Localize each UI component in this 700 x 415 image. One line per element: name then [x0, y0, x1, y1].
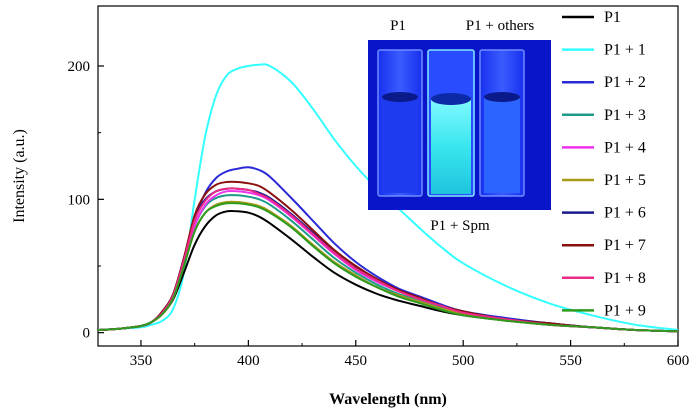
cuvette-middle-glow: [431, 100, 471, 194]
series-line-1: [97, 63, 679, 331]
y-tick-label: 200: [68, 59, 91, 75]
inset-label-bottom: P1 + Spm: [430, 218, 490, 234]
cuvette-right-liquid: [484, 98, 520, 193]
legend-label-0: P1: [604, 9, 621, 26]
legend-label-7: P1 + 7: [604, 237, 646, 254]
plot-frame: [97, 5, 679, 347]
legend-label-6: P1 + 6: [604, 205, 646, 222]
series-line-8: [97, 187, 679, 333]
legend-label-3: P1 + 3: [604, 107, 646, 124]
legend-label-9: P1 + 9: [604, 302, 646, 319]
inset-label-left: P1: [390, 18, 406, 34]
x-axis-ticks: 350 400 450 500 550 600: [130, 340, 690, 369]
legend-label-4: P1 + 4: [604, 139, 646, 156]
x-tick-label: 450: [345, 353, 368, 369]
legend-label-2: P1 + 2: [604, 74, 646, 91]
legend-label-8: P1 + 8: [604, 270, 646, 287]
x-axis-label: Wavelength (nm): [329, 391, 447, 408]
cuvette-left-liquid: [382, 98, 418, 193]
cuvette-middle-meniscus: [431, 93, 471, 105]
y-tick-label: 100: [68, 192, 91, 208]
inset-photo: [368, 40, 551, 210]
legend: P1 P1 + 1 P1 + 2 P1 + 3 P1 + 4 P1 + 5 P1 + 6 P1…: [562, 9, 646, 319]
x-tick-label: 600: [667, 353, 690, 369]
cuvette-right-meniscus: [484, 92, 520, 102]
legend-label-5: P1 + 5: [604, 172, 646, 189]
legend-label-1: P1 + 1: [604, 42, 646, 59]
series-curves: [97, 63, 679, 333]
y-axis-ticks: 0 100 200: [68, 59, 104, 342]
series-line-9: [97, 202, 679, 333]
x-tick-label: 500: [452, 353, 475, 369]
x-tick-label: 550: [559, 353, 582, 369]
plot-area: 350 400 450 500 550 600 0 100 200: [68, 5, 690, 369]
y-tick-label: 0: [83, 326, 91, 342]
x-tick-label: 400: [237, 353, 260, 369]
y-axis-label: Intensity (a.u.): [11, 129, 28, 223]
inset-label-right: P1 + others: [466, 18, 535, 34]
cuvette-left-meniscus: [382, 92, 418, 102]
series-line-0: [97, 209, 679, 333]
x-tick-label: 350: [130, 353, 153, 369]
